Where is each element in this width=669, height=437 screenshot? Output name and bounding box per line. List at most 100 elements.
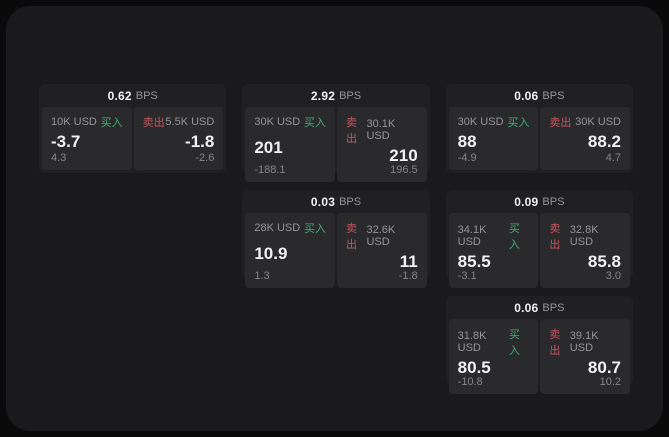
sell-label: 卖出	[549, 329, 561, 357]
buy-tile[interactable]: 34.1K USD 买入 85.5 -3.1	[448, 213, 539, 288]
sell-tile[interactable]: 卖出 30.1K USD 210 196.5	[337, 107, 427, 182]
buy-delta: -188.1	[254, 164, 286, 176]
buy-delta: 1.3	[254, 270, 270, 282]
sell-tile[interactable]: 卖出 39.1K USD 80.7 10.2	[540, 319, 630, 394]
buy-label: 买入	[507, 117, 530, 129]
card-header: 0.03 BPS	[242, 190, 429, 213]
quote-card[interactable]: 0.06 BPS 31.8K USD 买入 80.5 -10.8 卖出 39.1…	[445, 296, 633, 394]
quote-card[interactable]: 2.92 BPS 30K USD 买入 201 -188.1 卖出 30.1K …	[242, 84, 430, 182]
sell-amount: 30K USD	[575, 116, 621, 128]
sell-tile-top: 卖出 39.1K USD	[549, 326, 621, 358]
bps-value: 0.06	[514, 300, 539, 315]
card-body: 10K USD 买入 -3.7 4.3 卖出 5.5K USD -1.8 -2.…	[39, 107, 226, 173]
bps-value: 0.06	[514, 88, 539, 103]
bps-label: BPS	[339, 89, 362, 102]
sell-delta: 196.5	[390, 164, 418, 176]
buy-amount: 31.8K USD	[457, 330, 487, 354]
buy-amount: 10K USD	[51, 116, 97, 128]
sell-tile-top: 卖出 32.8K USD	[549, 220, 621, 252]
quotes-board: 0.62 BPS 10K USD 买入 -3.7 4.3 卖出 5.5K USD…	[6, 6, 663, 431]
buy-tile[interactable]: 31.8K USD 买入 80.5 -10.8	[448, 319, 539, 394]
card-body: 30K USD 买入 201 -188.1 卖出 30.1K USD 210 1…	[242, 107, 429, 185]
sell-amount: 39.1K USD	[569, 330, 599, 354]
sell-label: 卖出	[142, 117, 165, 129]
quote-card[interactable]: 0.09 BPS 34.1K USD 买入 85.5 -3.1 卖出 32.8K…	[445, 190, 633, 288]
buy-tile[interactable]: 28K USD 买入 10.9 1.3	[245, 213, 335, 288]
card-body: 34.1K USD 买入 85.5 -3.1 卖出 32.8K USD 85.8…	[446, 213, 633, 291]
buy-tile-top: 30K USD 买入	[254, 114, 326, 130]
sell-label: 卖出	[346, 223, 357, 251]
sell-tile[interactable]: 卖出 30K USD 88.2 4.7	[540, 107, 630, 170]
buy-tile-top: 10K USD 买入	[51, 114, 123, 130]
buy-amount: 30K USD	[457, 116, 504, 128]
sell-amount: 32.8K USD	[569, 224, 599, 248]
quote-card[interactable]: 0.06 BPS 30K USD 买入 88 -4.9 卖出 30K USD 8…	[445, 84, 633, 173]
buy-label: 买入	[304, 223, 326, 235]
sell-delta: 10.2	[599, 376, 621, 388]
buy-label: 买入	[100, 117, 123, 129]
buy-label: 买入	[508, 329, 520, 357]
sell-tile-top: 卖出 5.5K USD	[143, 114, 215, 130]
sell-value: -1.8	[185, 132, 215, 151]
buy-value: 201	[254, 138, 283, 157]
bps-label: BPS	[542, 89, 565, 102]
card-body: 31.8K USD 买入 80.5 -10.8 卖出 39.1K USD 80.…	[446, 319, 633, 397]
buy-label: 买入	[508, 223, 520, 251]
card-header: 2.92 BPS	[242, 84, 429, 107]
buy-amount: 28K USD	[254, 222, 301, 234]
sell-label: 卖出	[549, 223, 561, 251]
buy-amount: 30K USD	[254, 116, 301, 128]
buy-tile[interactable]: 30K USD 买入 88 -4.9	[448, 107, 539, 170]
sell-label: 卖出	[549, 117, 572, 129]
card-header: 0.62 BPS	[39, 84, 226, 107]
card-header: 0.06 BPS	[446, 84, 633, 107]
bps-label: BPS	[339, 195, 362, 208]
buy-tile-top: 31.8K USD 买入	[458, 326, 530, 358]
buy-delta: -3.1	[457, 270, 477, 282]
sell-delta: 4.7	[605, 152, 621, 164]
buy-tile[interactable]: 30K USD 买入 201 -188.1	[245, 107, 335, 182]
quote-card[interactable]: 0.03 BPS 28K USD 买入 10.9 1.3 卖出 32.6K US…	[242, 190, 430, 288]
card-header: 0.09 BPS	[446, 190, 633, 213]
card-body: 28K USD 买入 10.9 1.3 卖出 32.6K USD 11 -1.8	[242, 213, 429, 291]
buy-value: 88	[457, 132, 477, 151]
sell-delta: 3.0	[605, 270, 621, 282]
buy-amount: 34.1K USD	[457, 224, 487, 248]
buy-value: 85.5	[457, 252, 491, 271]
sell-value: 210	[389, 146, 418, 165]
sell-tile[interactable]: 卖出 5.5K USD -1.8 -2.6	[133, 107, 224, 170]
bps-value: 2.92	[310, 88, 336, 103]
sell-tile-top: 卖出 30K USD	[549, 114, 621, 130]
sell-label: 卖出	[346, 117, 357, 145]
buy-delta: 4.3	[51, 152, 67, 164]
buy-delta: -4.9	[457, 152, 477, 164]
sell-delta: -2.6	[195, 152, 215, 164]
buy-value: -3.7	[51, 132, 81, 151]
buy-tile-top: 30K USD 买入	[458, 114, 530, 130]
sell-tile[interactable]: 卖出 32.8K USD 85.8 3.0	[540, 213, 630, 288]
bps-value: 0.62	[107, 88, 132, 103]
bps-label: BPS	[542, 195, 565, 208]
buy-label: 买入	[304, 117, 326, 129]
buy-tile-top: 28K USD 买入	[254, 220, 326, 236]
bps-label: BPS	[542, 301, 565, 314]
sell-value: 80.7	[587, 358, 621, 377]
buy-tile-top: 34.1K USD 买入	[458, 220, 530, 252]
card-body: 30K USD 买入 88 -4.9 卖出 30K USD 88.2 4.7	[446, 107, 633, 173]
sell-amount: 5.5K USD	[165, 116, 215, 128]
quotes-grid: 0.62 BPS 10K USD 买入 -3.7 4.3 卖出 5.5K USD…	[6, 6, 663, 394]
sell-value: 85.8	[587, 252, 621, 271]
sell-value: 88.2	[587, 132, 621, 151]
sell-tile-top: 卖出 30.1K USD	[346, 114, 418, 146]
sell-value: 11	[399, 252, 418, 271]
quote-card[interactable]: 0.62 BPS 10K USD 买入 -3.7 4.3 卖出 5.5K USD…	[39, 84, 227, 173]
bps-label: BPS	[135, 89, 158, 102]
sell-tile[interactable]: 卖出 32.6K USD 11 -1.8	[337, 213, 427, 288]
bps-value: 0.09	[514, 194, 539, 209]
sell-delta: -1.8	[398, 270, 418, 282]
card-header: 0.06 BPS	[446, 296, 633, 319]
buy-tile[interactable]: 10K USD 买入 -3.7 4.3	[42, 107, 132, 170]
sell-amount: 30.1K USD	[366, 118, 396, 142]
bps-value: 0.03	[310, 194, 336, 209]
buy-value: 80.5	[457, 358, 491, 377]
